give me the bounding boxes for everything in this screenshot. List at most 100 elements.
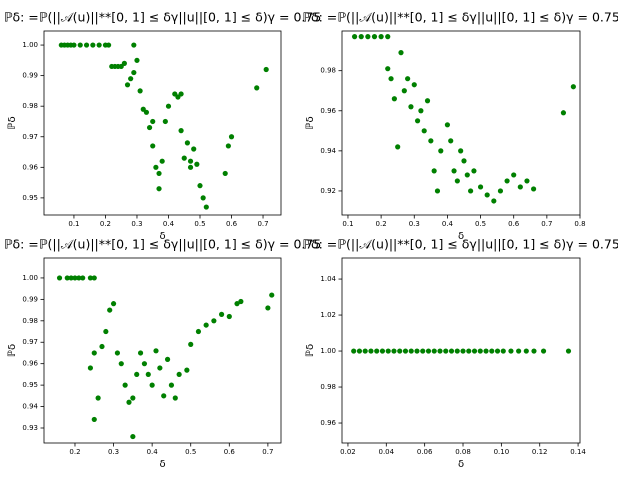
point [80,275,86,281]
y-tick-label: 0.96 [22,360,38,368]
y-tick-label: 0.98 [22,317,38,325]
x-tick-label: 0.5 [185,448,196,456]
point [64,275,70,281]
point [398,50,404,56]
point [434,188,441,194]
point [137,350,144,356]
point [414,118,421,124]
point [134,371,140,378]
y-tick-label: 0.99 [22,295,38,303]
y-axis-label: ℙδ [7,116,18,129]
point [194,161,200,167]
point [87,365,94,371]
point [172,395,178,401]
point [497,188,504,194]
point [517,184,523,190]
point [570,84,576,90]
point [156,186,162,192]
point [134,57,140,63]
y-axis-label: ℙδ [305,116,316,129]
point [103,328,109,335]
point [76,275,82,281]
point [71,42,77,48]
x-tick-label: 0.1 [342,220,353,228]
y-tick-label: 1.00 [320,347,336,355]
point [504,178,510,184]
point [168,382,175,388]
point [157,365,163,371]
point [153,164,159,170]
point [385,66,391,72]
x-tick-label: 0.5 [194,220,205,228]
point [87,275,94,281]
point [83,42,90,48]
y-tick-label: 0.95 [22,194,38,202]
point [424,98,431,104]
point [351,348,357,354]
point [131,69,137,76]
point [351,34,358,40]
point [228,134,235,140]
point [494,348,501,354]
point [458,148,464,154]
point [565,348,572,354]
point [165,103,172,109]
plot-frame [43,257,282,444]
point [121,60,127,66]
point [405,76,411,82]
point [362,348,368,354]
point [218,311,225,317]
point [222,170,228,177]
point [178,91,184,97]
point [560,110,567,116]
point [425,348,432,354]
plot-frame [341,257,581,444]
y-tick-label: 0.96 [320,419,336,427]
subplot: 0.1 0.2 0.3 0.4 0.5 0.6 0.7 0.95 0.96 0.97 0.98 0.9… [4,10,322,243]
point [444,122,451,128]
point [164,356,171,362]
y-tick-label: 1.04 [320,275,336,283]
point [408,348,414,354]
x-axis-label: δ [458,231,464,242]
point [107,307,113,313]
point [197,183,203,189]
point [187,164,194,170]
x-tick-label: 0.4 [147,448,159,456]
point [379,348,386,354]
x-tick-label: 0.3 [108,448,119,456]
point [468,188,474,194]
point [466,348,472,354]
point [122,382,128,388]
y-tick-label: 0.93 [22,424,38,432]
point [388,76,394,82]
point [137,88,143,94]
point [263,66,269,73]
point [91,275,97,281]
y-tick-label: 1.00 [22,274,38,282]
chart-title: ℙδ: =ℙ(||𝒜(u)||**[0, 1] ≤ δγ||u||[0, 1] … [4,237,322,252]
point [91,416,97,423]
point [126,399,132,405]
x-axis-label: δ [159,231,165,242]
point [408,104,414,110]
y-tick-label: 0.92 [320,187,336,195]
chart-title: ℙδ: =ℙ(||𝒜(u)||**[0, 1] ≤ δγ||u||[0, 1] … [302,237,618,252]
point [421,128,427,134]
point [130,433,136,440]
y-tick-label: 0.95 [22,381,38,389]
x-tick-label: 0.06 [417,448,433,456]
point [448,348,455,354]
point [203,322,209,328]
point [368,348,374,354]
point [358,34,364,40]
point [187,158,194,164]
y-tick-label: 1.02 [320,311,336,319]
point [500,348,506,354]
point [431,168,437,174]
point [483,348,489,354]
point [451,168,457,174]
y-tick-label: 0.99 [22,72,38,80]
subplot: 0.2 0.3 0.4 0.5 0.6 0.7 0.93 0.94 0.95 0.96 0.97 0.… [4,237,322,471]
